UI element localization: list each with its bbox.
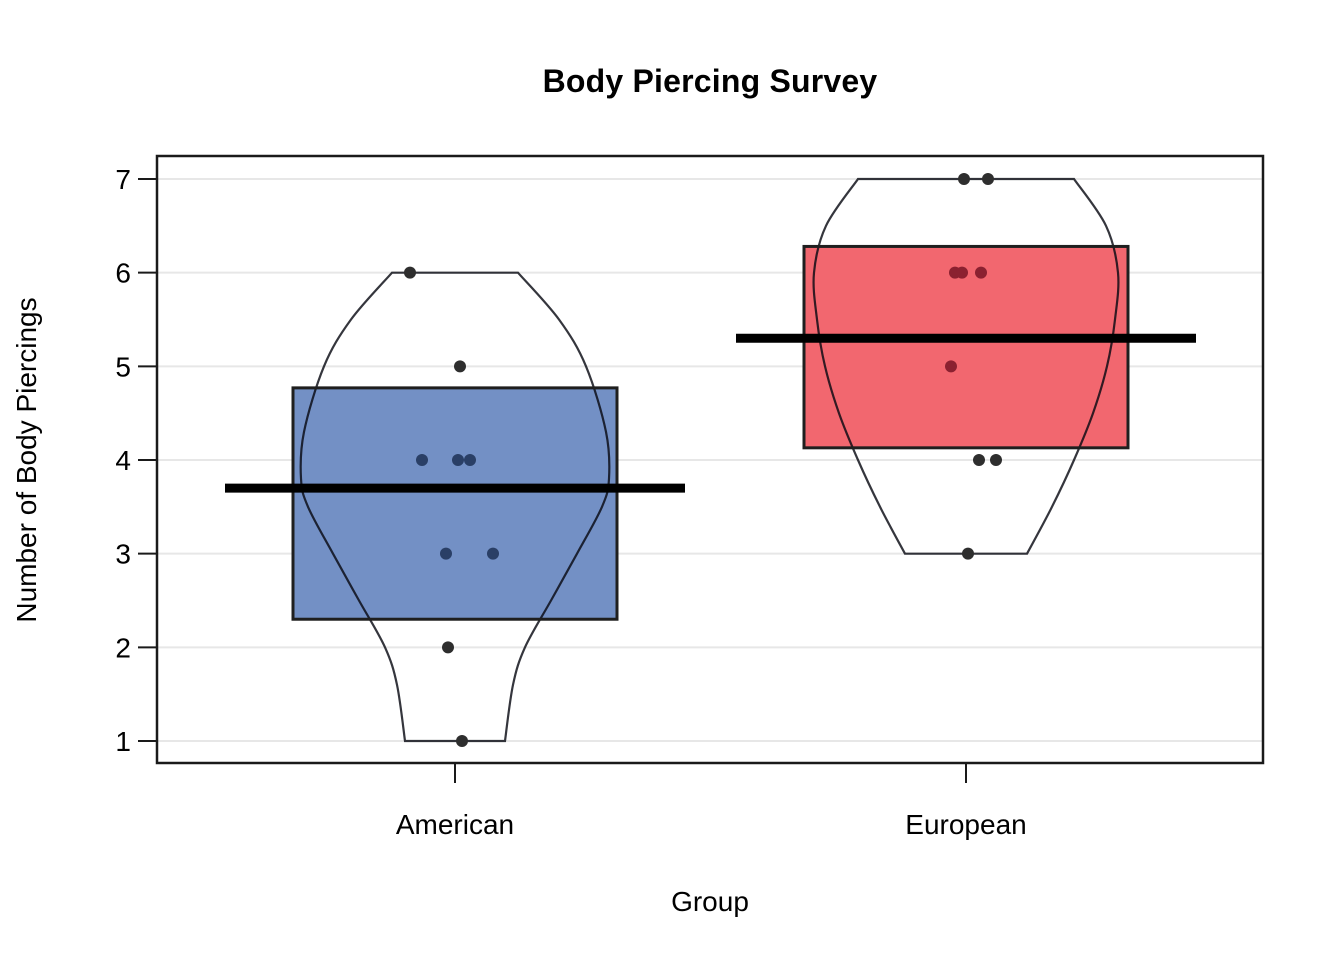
y-tick-label-3: 3 <box>115 539 131 570</box>
x-tick-label-american: American <box>396 809 514 840</box>
data-point-european-7 <box>982 172 994 185</box>
violin-outline-european <box>812 177 1120 555</box>
y-tick-label-2: 2 <box>115 632 131 663</box>
data-point-european-6 <box>956 266 968 279</box>
data-point-european-6 <box>975 266 987 279</box>
x-tick-label-european: European <box>905 809 1026 840</box>
x-axis-title: Group <box>671 886 749 917</box>
inference-box-border-european <box>802 244 1130 450</box>
data-point-american-6 <box>404 266 416 279</box>
chart-title: Body Piercing Survey <box>542 63 878 99</box>
data-point-american-4 <box>452 453 464 466</box>
data-point-american-4 <box>416 453 428 466</box>
data-point-american-3 <box>487 547 499 560</box>
data-point-european-3 <box>962 547 974 560</box>
violin-outline-american <box>299 271 611 743</box>
data-point-european-5 <box>945 360 957 373</box>
data-point-european-7 <box>958 172 970 185</box>
inference-box-fill-american <box>293 387 617 620</box>
group-european <box>736 172 1196 560</box>
y-axis-title: Number of Body Piercings <box>11 297 42 623</box>
y-tick-label-7: 7 <box>115 164 131 195</box>
data-point-european-4 <box>973 453 985 466</box>
inference-box-fill-european <box>804 246 1128 448</box>
y-tick-label-1: 1 <box>115 726 131 757</box>
y-tick-label-5: 5 <box>115 351 131 382</box>
y-tick-label-6: 6 <box>115 258 131 289</box>
group-american <box>225 266 685 747</box>
data-point-american-5 <box>454 360 466 373</box>
data-point-american-1 <box>456 735 468 747</box>
data-point-american-2 <box>442 641 454 654</box>
y-tick-label-4: 4 <box>115 445 131 476</box>
data-point-american-4 <box>464 453 476 466</box>
inference-box-border-american <box>291 386 619 621</box>
data-point-european-4 <box>990 453 1002 466</box>
data-point-american-3 <box>440 547 452 560</box>
